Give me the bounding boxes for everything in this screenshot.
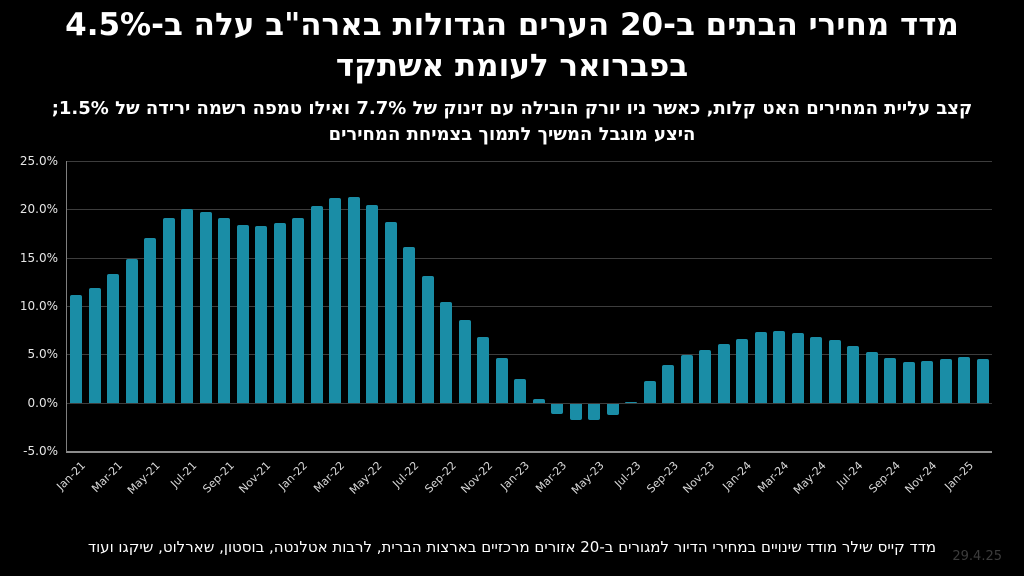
bar-Sep-24 (884, 358, 897, 403)
bar-Jul-24 (847, 345, 860, 403)
bar-Nov-23 (699, 350, 712, 403)
bar-Aug-23 (643, 381, 656, 403)
bar-Nov-24 (921, 361, 934, 403)
x-tick-label: May-22 (346, 459, 385, 497)
bar-Nov-22 (477, 336, 490, 403)
x-tick-label: Jan-23 (498, 459, 533, 493)
bar-Jul-22 (403, 247, 416, 403)
x-tick-label: Mar-22 (311, 459, 348, 496)
gridline (67, 209, 992, 211)
x-tick-label: Sep-22 (421, 459, 459, 496)
x-tick-label: Jul-23 (612, 459, 644, 491)
chart-caption: מדד קייס שילר מודד שינויים במחירי הדיור … (87, 538, 937, 556)
y-tick-label: 10.0% (19, 299, 58, 313)
bar-Aug-24 (865, 352, 878, 403)
bar-Jan-23 (514, 378, 527, 403)
x-tick-label: Nov-24 (902, 459, 940, 496)
bar-Jan-24 (736, 338, 749, 403)
bar-Jan-21 (70, 295, 83, 403)
y-tick-label: 25.0% (19, 154, 58, 168)
gridline (67, 402, 992, 404)
bar-Dec-22 (495, 358, 508, 403)
x-tick-label: Sep-24 (865, 459, 903, 496)
y-tick-label: 15.0% (19, 250, 58, 265)
gridline (67, 354, 992, 356)
bar-Sep-21 (218, 218, 231, 403)
bar-Nov-21 (255, 225, 268, 403)
y-tick-label: -5.0% (23, 444, 58, 458)
bar-Feb-24 (754, 332, 767, 403)
bar-Jun-24 (828, 339, 841, 403)
bar-Feb-22 (310, 206, 323, 403)
bar-Oct-21 (236, 224, 249, 403)
x-tick-label: Mar-24 (755, 459, 792, 496)
bar-Jun-21 (162, 218, 175, 403)
chart-subtitle: קצב עליית המחירים האט קלות, כאשר ניו יור… (51, 98, 973, 146)
bar-Mar-22 (329, 197, 342, 403)
bar-May-23 (588, 403, 601, 421)
x-tick-label: Nov-23 (680, 459, 718, 496)
chart-title: מדד מחירי הבתים ב-20 הערים הגדולות בארה"… (65, 7, 959, 84)
bar-Mar-24 (773, 331, 786, 403)
bars-layer (67, 161, 992, 451)
bar-Aug-21 (199, 212, 212, 403)
bar-Mar-21 (107, 274, 120, 403)
x-tick-label: Jan-22 (276, 459, 311, 493)
bar-Jun-23 (606, 403, 619, 416)
bar-Mar-23 (551, 403, 564, 415)
bar-Apr-24 (791, 333, 804, 403)
x-tick-label: Jan-21 (54, 459, 89, 493)
bar-Jul-23 (625, 401, 638, 403)
x-tick-label: Jan-25 (942, 459, 977, 493)
bar-Jan-22 (292, 218, 305, 403)
bar-Aug-22 (421, 276, 434, 403)
bar-Oct-23 (680, 355, 693, 403)
bar-Feb-21 (88, 287, 101, 403)
grid-layer (67, 161, 992, 451)
bar-Oct-22 (458, 319, 471, 403)
y-tick-label: 5.0% (27, 347, 59, 362)
bar-May-22 (366, 204, 379, 403)
x-tick-label: Jul-24 (834, 459, 866, 491)
bar-Apr-21 (125, 258, 138, 403)
x-tick-label: Jan-24 (720, 459, 755, 493)
bar-Sep-22 (440, 302, 453, 403)
bar-May-21 (144, 238, 157, 403)
gridline (67, 257, 992, 259)
x-tick-label: May-23 (568, 459, 607, 497)
bar-Jan-25 (958, 357, 971, 403)
y-tick-label: 20.0% (19, 202, 58, 217)
x-tick-label: Nov-22 (458, 459, 496, 496)
x-tick-label: Sep-21 (199, 459, 237, 496)
bar-Feb-25 (976, 359, 989, 403)
gridline (67, 306, 992, 307)
gridline (67, 161, 992, 162)
bar-Jul-21 (181, 209, 194, 403)
plot-area (66, 161, 992, 453)
bar-Feb-23 (532, 398, 545, 403)
x-tick-label: Jul-21 (168, 459, 200, 491)
bar-Sep-23 (662, 364, 675, 403)
bar-Dec-24 (939, 359, 952, 403)
bar-May-24 (810, 336, 823, 403)
bar-Apr-22 (347, 196, 360, 403)
x-tick-label: May-21 (124, 459, 163, 497)
x-tick-label: Sep-23 (643, 459, 681, 496)
y-tick-label: 0.0% (27, 395, 59, 410)
bar-Jun-22 (384, 221, 397, 403)
bar-Apr-23 (569, 403, 582, 421)
x-tick-label: Nov-21 (236, 459, 274, 496)
bar-Dec-21 (273, 222, 286, 403)
x-tick-label: Mar-21 (89, 459, 126, 496)
bar-Dec-23 (717, 343, 730, 403)
date-label: 29.4.25 (952, 549, 1002, 564)
x-tick-label: Mar-23 (533, 459, 570, 496)
x-tick-label: Jul-22 (390, 459, 422, 491)
bar-Oct-24 (902, 362, 915, 403)
x-tick-label: May-24 (790, 459, 829, 497)
